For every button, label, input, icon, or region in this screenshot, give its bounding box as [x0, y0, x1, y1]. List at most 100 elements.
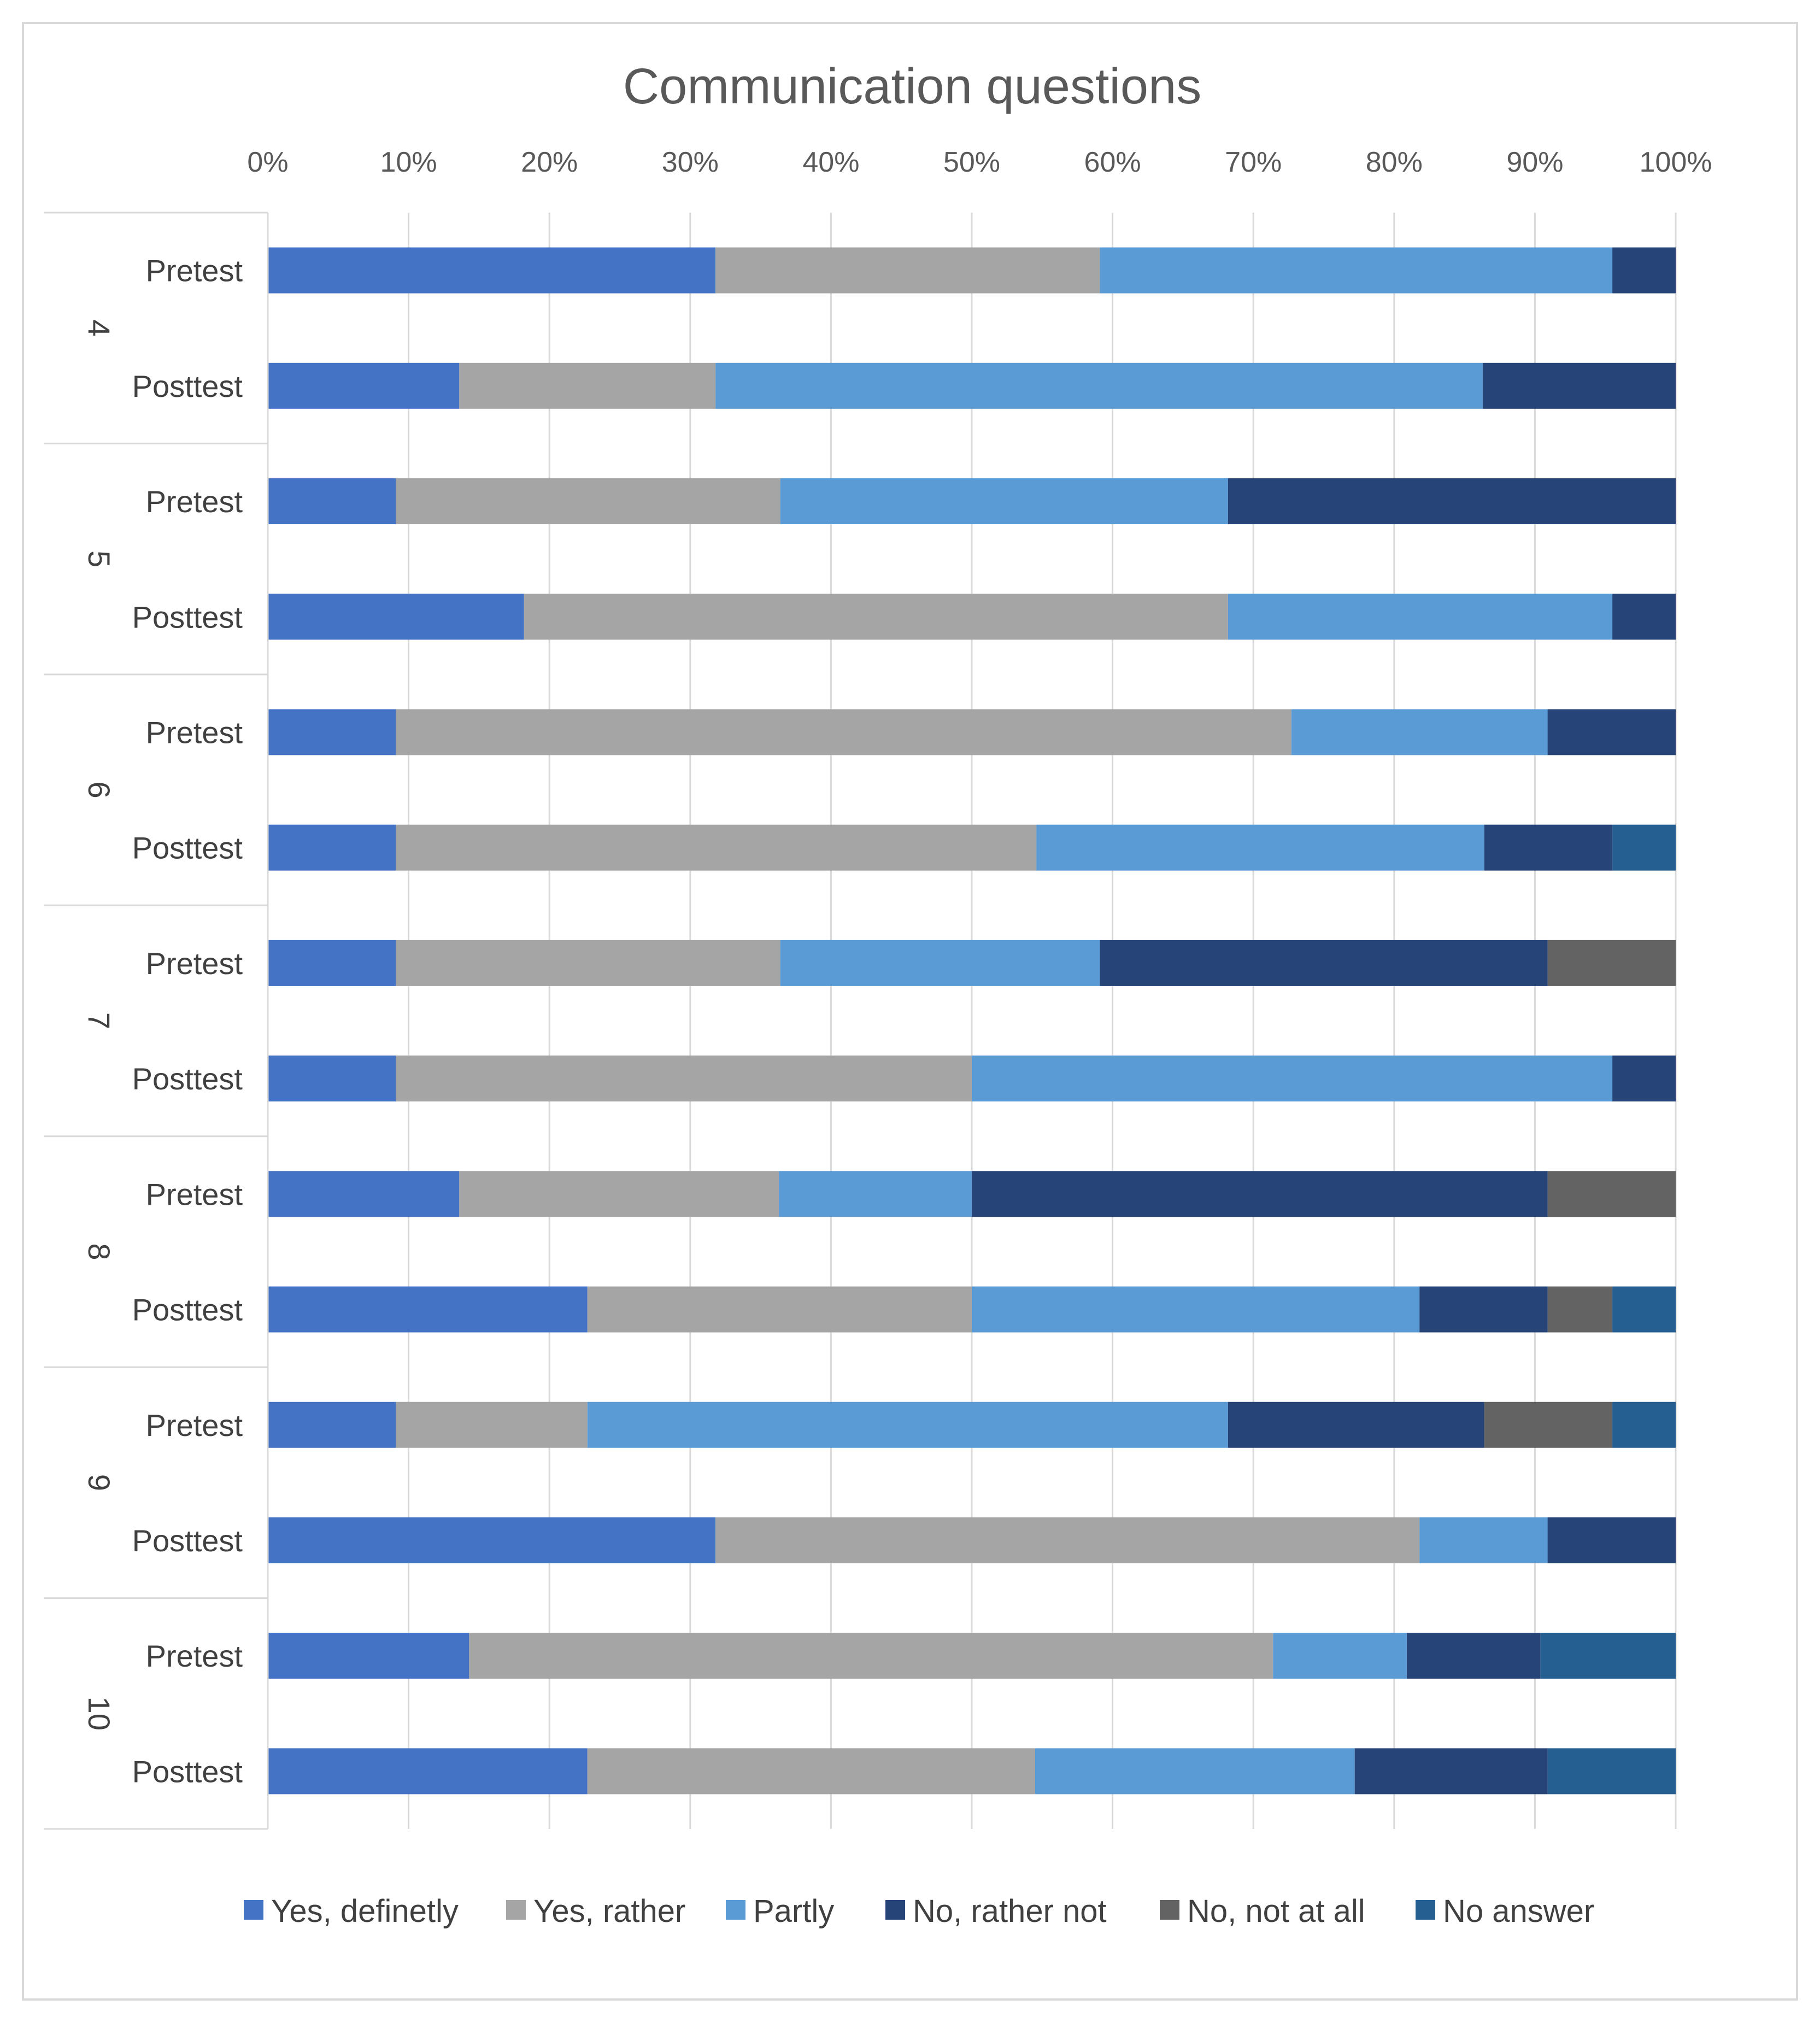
bar-segment-7-pretest-4: [1547, 940, 1676, 986]
legend-swatch: [506, 1900, 526, 1920]
bar-segment-10-pretest-0: [268, 1633, 469, 1679]
bar-segment-8-pretest-2: [779, 1171, 972, 1217]
group-label: 7: [82, 1012, 116, 1029]
legend-label: No, not at all: [1187, 1893, 1365, 1929]
group-label: 5: [82, 550, 116, 567]
bar-segment-6-pretest-3: [1547, 709, 1676, 755]
bar-segment-8-posttest-2: [972, 1286, 1420, 1333]
bar-segment-10-pretest-3: [1406, 1633, 1541, 1679]
legend: Yes, definetly Yes, rather Partly No, rathe…: [244, 1893, 1594, 1929]
bar-segment-9-posttest-2: [1419, 1517, 1548, 1563]
bar-segment-7-posttest-0: [268, 1056, 396, 1102]
row-label: Pretest: [146, 1408, 243, 1443]
bar-segment-9-pretest-3: [1228, 1402, 1484, 1448]
legend-swatch: [885, 1900, 905, 1920]
bar-segment-5-posttest-2: [1228, 594, 1613, 640]
x-tick-label: 80%: [1366, 146, 1423, 178]
bar-segment-7-pretest-2: [780, 940, 1100, 986]
bar-segment-8-pretest-4: [1547, 1171, 1676, 1217]
bar-segment-7-posttest-1: [396, 1056, 972, 1102]
legend-label: No, rather not: [913, 1893, 1107, 1929]
group-label: 6: [82, 781, 116, 798]
bars: [268, 247, 1676, 1795]
bar-segment-6-posttest-0: [268, 824, 396, 871]
bar-segment-9-posttest-3: [1547, 1517, 1676, 1563]
x-tick-label: 10%: [380, 146, 437, 178]
row-label: Pretest: [146, 484, 243, 519]
legend-swatch: [726, 1900, 745, 1920]
bar-segment-8-posttest-3: [1419, 1286, 1548, 1333]
bar-segment-6-posttest-2: [1036, 824, 1484, 871]
bar-segment-4-posttest-0: [268, 362, 460, 409]
bar-segment-7-posttest-3: [1612, 1056, 1676, 1102]
chart-title: Communication questions: [623, 58, 1202, 114]
row-label: Pretest: [146, 1639, 243, 1673]
bar-segment-8-posttest-0: [268, 1286, 588, 1333]
row-label: Pretest: [146, 254, 243, 288]
row-label: Pretest: [146, 715, 243, 749]
group-label: 10: [82, 1697, 116, 1731]
row-label: Pretest: [146, 946, 243, 981]
bar-segment-6-pretest-2: [1291, 709, 1548, 755]
row-label: Posttest: [132, 1754, 243, 1789]
gridlines: [267, 213, 1677, 1829]
x-tick-label: 70%: [1225, 146, 1282, 178]
legend-swatch: [1416, 1900, 1435, 1920]
group-label: 9: [82, 1474, 116, 1491]
legend-label: Yes, rather: [533, 1893, 685, 1929]
bar-segment-7-pretest-0: [268, 940, 396, 986]
bar-segment-10-posttest-5: [1547, 1748, 1676, 1795]
x-tick-label: 0%: [247, 146, 288, 178]
bar-segment-7-pretest-3: [1100, 940, 1548, 986]
bar-segment-6-posttest-3: [1484, 824, 1613, 871]
x-tick-label: 50%: [943, 146, 1000, 178]
bar-segment-5-posttest-1: [524, 594, 1228, 640]
x-tick-label: 90%: [1506, 146, 1563, 178]
row-label: Pretest: [146, 1177, 243, 1211]
bar-segment-5-pretest-0: [268, 478, 396, 525]
bar-segment-4-pretest-1: [715, 247, 1100, 294]
legend-label: No answer: [1443, 1893, 1594, 1929]
row-label: Posttest: [132, 1523, 243, 1558]
bar-segment-4-pretest-0: [268, 247, 716, 294]
bar-segment-9-pretest-5: [1612, 1402, 1676, 1448]
row-label: Posttest: [132, 831, 243, 865]
bar-segment-10-pretest-1: [469, 1633, 1273, 1679]
bar-segment-10-posttest-1: [587, 1748, 1035, 1795]
bar-segment-10-pretest-5: [1540, 1633, 1676, 1679]
bar-segment-5-pretest-3: [1228, 478, 1676, 525]
bar-segment-5-posttest-3: [1612, 594, 1676, 640]
bar-segment-8-posttest-5: [1612, 1286, 1676, 1333]
bar-segment-5-pretest-2: [780, 478, 1228, 525]
group-label: 8: [82, 1243, 116, 1260]
bar-segment-6-pretest-1: [396, 709, 1291, 755]
bar-segment-4-pretest-3: [1612, 247, 1676, 294]
bar-segment-5-posttest-0: [268, 594, 524, 640]
bar-segment-9-pretest-0: [268, 1402, 396, 1448]
chart-frame: Communication questions 0% 10% 20% 30% 40% 50…: [22, 22, 1798, 2001]
row-label: Posttest: [132, 1062, 243, 1096]
bar-segment-4-posttest-3: [1483, 362, 1676, 409]
bar-segment-8-posttest-1: [587, 1286, 972, 1333]
x-tick-label: 100%: [1640, 146, 1712, 178]
x-tick-label: 20%: [521, 146, 578, 178]
x-tick-label: 30%: [662, 146, 719, 178]
group-label: 4: [82, 320, 116, 337]
bar-segment-8-pretest-3: [972, 1171, 1548, 1217]
bar-segment-5-pretest-1: [396, 478, 780, 525]
row-label: Posttest: [132, 369, 243, 403]
category-axis: Pretest Posttest 4 Pretest Posttest 5 Pretest P…: [44, 212, 269, 1830]
legend-label: Partly: [753, 1893, 834, 1929]
bar-segment-6-posttest-1: [396, 824, 1037, 871]
legend-label: Yes, definetly: [271, 1893, 459, 1929]
bar-segment-9-pretest-4: [1484, 1402, 1613, 1448]
x-axis-ticks: 0% 10% 20% 30% 40% 50% 60% 70% 80% 90% 100%: [247, 146, 1712, 178]
bar-segment-10-posttest-0: [268, 1748, 588, 1795]
stacked-bar-chart: Communication questions 0% 10% 20% 30% 40% 50…: [44, 58, 1712, 1929]
bar-segment-4-posttest-1: [459, 362, 716, 409]
bar-segment-9-pretest-1: [396, 1402, 588, 1448]
bar-segment-7-pretest-1: [396, 940, 780, 986]
legend-swatch: [244, 1900, 263, 1920]
bar-segment-9-posttest-1: [715, 1517, 1420, 1563]
bar-segment-10-pretest-2: [1273, 1633, 1407, 1679]
